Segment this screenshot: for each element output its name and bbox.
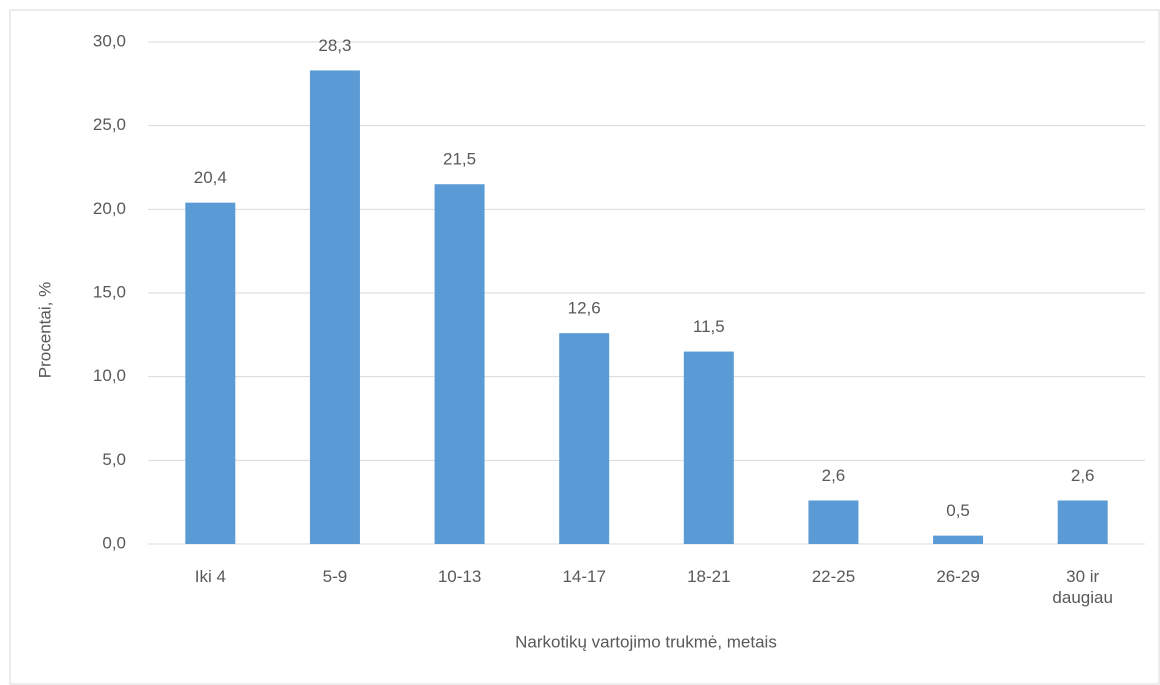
x-tick-label: 22-25	[811, 567, 856, 586]
bar	[185, 202, 236, 544]
data-label: 2,6	[822, 466, 846, 485]
bar	[309, 70, 360, 545]
y-tick-label: 10,0	[93, 366, 126, 385]
data-label: 20,4	[194, 168, 227, 187]
bar	[808, 500, 859, 544]
data-label: 2,6	[1071, 466, 1095, 485]
x-tick-label: Iki 4	[194, 567, 226, 586]
y-axis-title: Procentai, %	[35, 282, 54, 378]
data-label: 28,3	[318, 36, 351, 55]
data-label: 12,6	[568, 299, 601, 318]
y-tick-label: 15,0	[93, 282, 126, 301]
bar	[434, 184, 485, 544]
y-tick-label: 5,0	[102, 450, 126, 469]
data-label: 0,5	[946, 501, 970, 520]
bar	[933, 535, 984, 544]
y-tick-label: 0,0	[102, 533, 126, 552]
y-tick-label: 25,0	[93, 115, 126, 134]
x-tick-label: 26-29	[936, 567, 980, 586]
x-tick-label: 18-21	[687, 567, 731, 586]
bar	[683, 351, 734, 544]
data-label: 11,5	[693, 317, 725, 336]
x-tick-label: 14-17	[562, 567, 606, 586]
bar	[1057, 500, 1108, 544]
chart-frame	[9, 9, 1160, 685]
y-tick-label: 30,0	[93, 31, 126, 50]
x-axis-title: Narkotikų vartojimo trukmė, metais	[515, 632, 777, 651]
x-tick-label: 10-13	[437, 567, 482, 586]
data-label: 21,5	[443, 150, 476, 169]
bar	[559, 333, 610, 544]
x-tick-label: 5-9	[322, 567, 348, 586]
x-tick-label: 30 ir daugiau	[1052, 567, 1113, 607]
y-tick-label: 20,0	[93, 199, 126, 218]
